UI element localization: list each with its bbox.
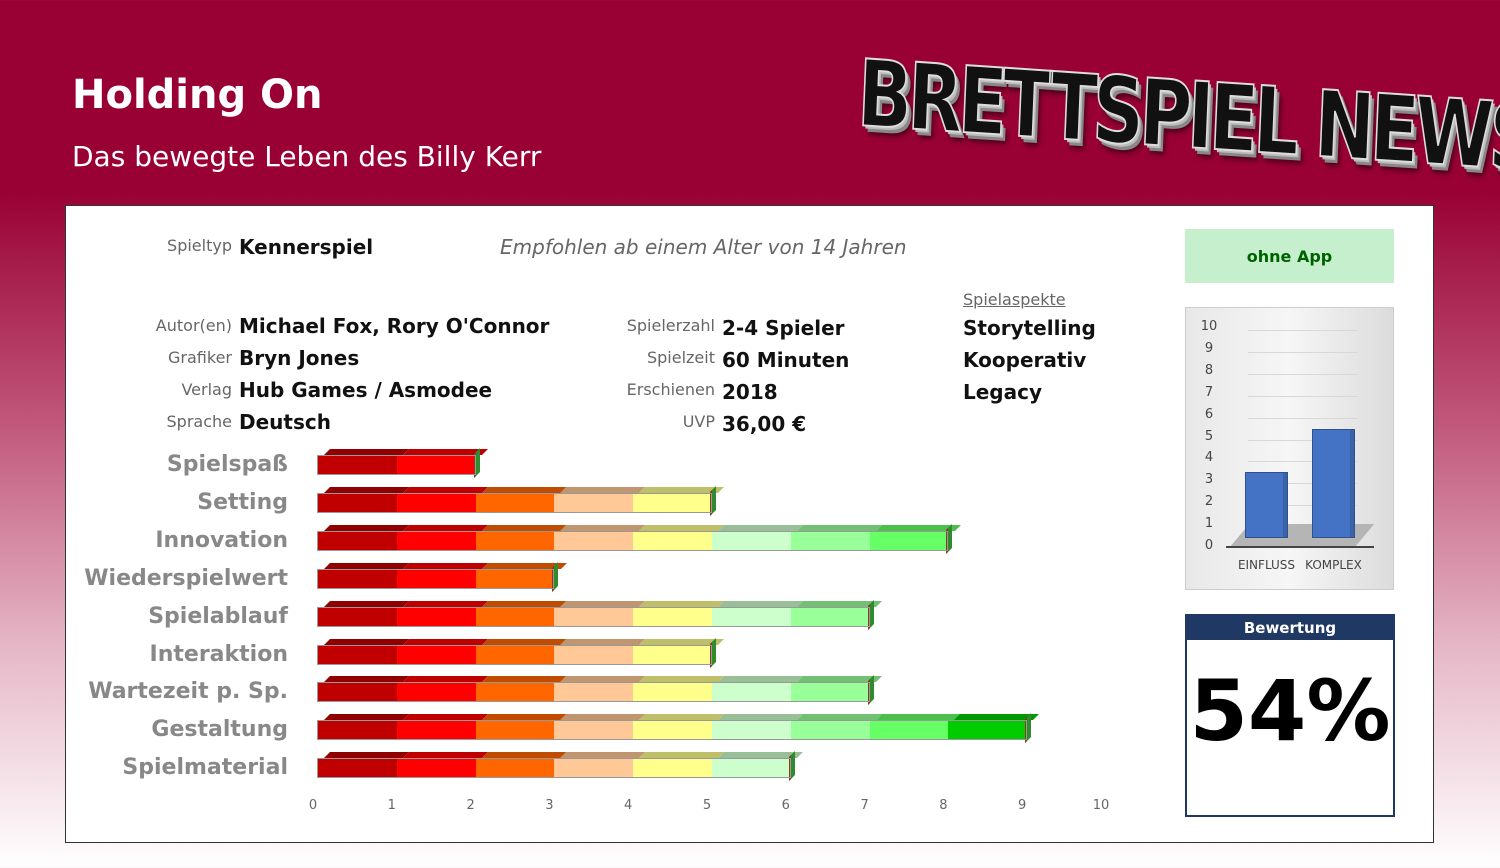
criterion-label: Interaktion [149,641,288,667]
side-bar [1312,428,1355,538]
bar-outline [317,530,949,551]
x-tick-label: 8 [939,798,948,813]
side-category-label: KOMPLEX [1305,558,1362,572]
rating-bar [317,637,724,668]
gridline [1248,505,1358,507]
info-value: Bryn Jones [239,346,360,370]
info-label: UVP [682,412,715,431]
info-label: Autor(en) [155,316,232,335]
criterion-label: Spielablauf [148,603,288,629]
info-label: Grafiker [168,348,232,367]
info-label: Verlag [181,380,232,399]
aspects-label: Spielaspekte [963,290,1066,309]
x-axis [1226,546,1374,548]
gridline [1248,439,1358,441]
rating-bar [317,675,882,706]
y-tick-label: 8 [1204,362,1214,378]
y-tick-label: 1 [1204,516,1214,532]
criterion-label: Spielspaß [166,452,288,477]
brettspiel-news-logo: BRETTSPIEL NEWS [855,39,1500,193]
side-bar [1245,472,1288,538]
gridline [1248,461,1358,463]
gridline [1248,373,1358,375]
rating-bar [317,561,567,592]
info-value: Hub Games / Asmodee [239,378,493,402]
game-title: Holding On [72,72,323,118]
x-tick-label: 6 [781,798,790,813]
x-tick-label: 4 [624,798,633,813]
info-label: Spielzeit [646,348,715,367]
bar-outline [317,644,712,665]
bar-outline [317,455,476,475]
y-tick-label: 6 [1204,406,1214,422]
info-value: 60 Minuten [722,348,850,372]
gridline [1248,330,1358,331]
y-tick-label: 2 [1204,494,1214,510]
criterion-label: Spielmaterial [122,755,288,781]
aspect-item: Legacy [963,380,1043,404]
rating-bar [317,599,882,630]
age-recommendation: Empfohlen ab einem Alter von 14 Jahren [500,235,907,259]
gridline [1248,483,1358,485]
y-tick-label: 5 [1204,428,1214,444]
game-subtitle: Das bewegte Leben des Billy Kerr [72,140,542,173]
info-label: Sprache [166,412,232,431]
info-value: 2018 [722,380,778,404]
rating-label: Bewertung [1187,616,1393,640]
bar-outline [317,492,712,513]
info-value: Michael Fox, Rory O'Connor [239,314,550,338]
info-value: 36,00 € [722,412,807,436]
gridline [1248,395,1358,397]
y-tick-label: 10 [1200,319,1218,334]
info-label: Spielerzahl [626,316,715,335]
rating-bar [317,485,724,516]
info-label: Erschienen [626,380,715,399]
y-tick-label: 0 [1204,538,1214,553]
x-tick-label: 3 [545,798,554,813]
rating-value: 54% [1189,662,1391,760]
aspect-item: Kooperativ [963,348,1087,372]
rating-bar [317,523,961,554]
y-tick-label: 7 [1204,384,1214,400]
criterion-label: Wartezeit p. Sp. [88,679,288,705]
x-tick-label: 10 [1092,798,1110,813]
x-tick-label: 1 [387,798,396,813]
x-tick-label: 2 [466,798,475,813]
gridline [1248,417,1358,419]
bar-outline [317,568,555,589]
criterion-label: Gestaltung [151,717,288,743]
x-tick-label: 5 [702,798,712,813]
criterion-label: Setting [197,489,288,515]
rating-box: Bewertung 54% [1185,614,1395,817]
rating-bar [317,751,803,782]
bar-outline [317,682,870,703]
rating-bar [317,448,488,478]
bar-outline [317,606,870,627]
x-tick-label: 0 [308,798,318,813]
y-tick-label: 9 [1204,340,1214,356]
criterion-label: Innovation [155,527,288,553]
x-tick-label: 7 [860,798,869,813]
info-value: Deutsch [239,410,331,434]
side-category-label: EINFLUSS [1237,558,1296,572]
y-tick-label: 3 [1204,472,1214,488]
bar-outline [317,720,1028,741]
app-badge: ohne App [1185,229,1394,283]
gridline [1248,351,1358,353]
y-tick-label: 4 [1204,450,1214,466]
rating-bar [317,713,1040,744]
aspect-item: Storytelling [963,316,1096,340]
spieltyp-label: Spieltyp [167,236,232,255]
spieltyp-value: Kennerspiel [239,235,374,259]
info-value: 2-4 Spieler [722,316,845,340]
criterion-label: Wiederspielwert [84,565,288,591]
bar-outline [317,758,791,779]
x-tick-label: 9 [1018,798,1027,813]
